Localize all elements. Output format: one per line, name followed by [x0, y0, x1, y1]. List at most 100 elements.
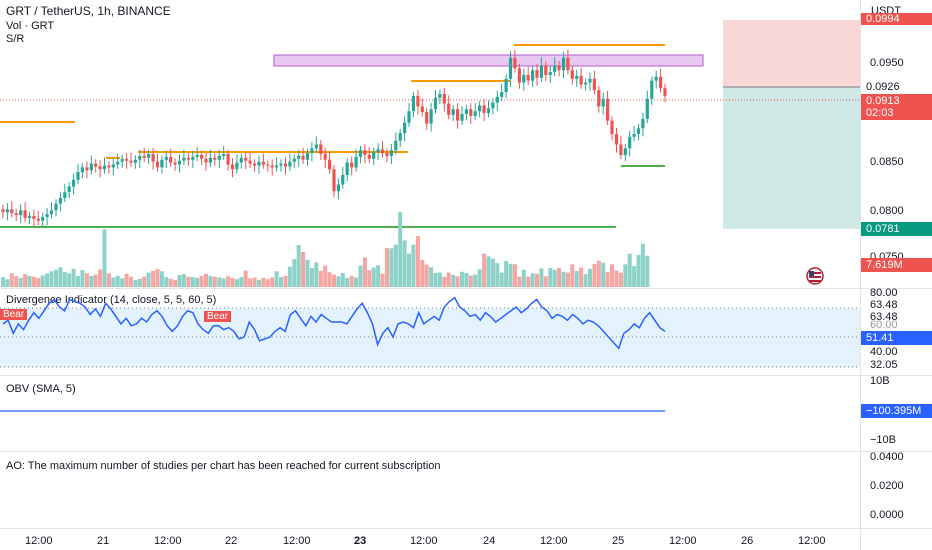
candle[interactable] [526, 66, 530, 85]
candle[interactable] [63, 184, 67, 203]
candle[interactable] [517, 64, 521, 89]
candle[interactable] [98, 160, 102, 178]
candle[interactable] [310, 142, 314, 162]
candle[interactable] [389, 144, 393, 164]
candle[interactable] [279, 159, 283, 172]
candle[interactable] [663, 84, 667, 103]
candle[interactable] [328, 151, 332, 174]
candle[interactable] [266, 160, 270, 172]
candle[interactable] [80, 163, 84, 179]
candle[interactable] [204, 152, 208, 171]
candle[interactable] [606, 90, 610, 125]
candle[interactable] [155, 153, 160, 172]
candle[interactable] [275, 157, 279, 172]
candle[interactable] [200, 150, 204, 165]
candle[interactable] [350, 156, 354, 176]
candle[interactable] [394, 132, 398, 155]
candle[interactable] [407, 103, 411, 127]
candle[interactable] [376, 143, 380, 161]
candle[interactable] [323, 147, 327, 168]
candle[interactable] [385, 148, 389, 163]
candle[interactable] [270, 159, 274, 176]
candle[interactable] [133, 155, 137, 169]
candle[interactable] [129, 152, 133, 167]
candle[interactable] [398, 128, 402, 147]
take-profit-zone[interactable] [723, 87, 860, 229]
candles[interactable] [1, 49, 667, 227]
time-axis[interactable]: 12:00 21 12:00 22 12:00 23 12:00 24 12:0… [0, 528, 860, 550]
candle[interactable] [456, 103, 460, 129]
candle[interactable] [36, 210, 40, 225]
candle[interactable] [522, 68, 526, 91]
candle[interactable] [160, 155, 164, 174]
candle[interactable] [107, 161, 111, 174]
candle[interactable] [138, 149, 142, 168]
candle[interactable] [579, 67, 583, 89]
candle[interactable] [570, 65, 574, 85]
candle[interactable] [177, 154, 182, 173]
candle[interactable] [473, 103, 477, 121]
stop-loss-zone[interactable] [723, 20, 860, 87]
candle[interactable] [513, 49, 517, 73]
candle[interactable] [27, 211, 32, 225]
candle[interactable] [191, 150, 195, 168]
candle[interactable] [557, 61, 561, 77]
candle[interactable] [641, 112, 645, 137]
candle[interactable] [297, 149, 301, 167]
candle[interactable] [94, 159, 98, 173]
candle[interactable] [628, 130, 632, 157]
candle[interactable] [584, 78, 588, 91]
candle[interactable] [588, 72, 592, 91]
candle[interactable] [411, 91, 415, 118]
candle[interactable] [469, 103, 473, 124]
volume-legend[interactable]: Vol · GRT [6, 20, 55, 32]
candle[interactable] [429, 103, 433, 132]
candle[interactable] [636, 124, 641, 141]
candle[interactable] [592, 70, 596, 95]
candle[interactable] [341, 166, 345, 189]
divergence-title[interactable]: Divergence Indicator (14, close, 5, 5, 6… [6, 294, 217, 306]
pane-divider-3[interactable] [0, 451, 932, 452]
candle[interactable] [363, 144, 367, 164]
candle[interactable] [125, 152, 129, 169]
candle[interactable] [23, 202, 27, 223]
candle[interactable] [535, 64, 539, 86]
candle[interactable] [464, 105, 468, 121]
candle[interactable] [447, 95, 451, 120]
candle[interactable] [292, 154, 296, 168]
candle[interactable] [120, 154, 124, 168]
candle[interactable] [222, 145, 226, 161]
candle[interactable] [442, 87, 446, 112]
pane-divider-1[interactable] [0, 288, 932, 289]
resistance-zone[interactable] [273, 54, 704, 67]
candle[interactable] [147, 149, 151, 164]
sr-legend[interactable]: S/R [6, 33, 25, 45]
candle[interactable] [508, 51, 513, 87]
candle[interactable] [173, 158, 177, 171]
candle[interactable] [314, 136, 318, 153]
price-chart[interactable] [0, 0, 860, 287]
candle[interactable] [482, 99, 486, 122]
candle[interactable] [548, 65, 552, 83]
candle[interactable] [257, 155, 261, 174]
candle[interactable] [89, 155, 93, 175]
candle[interactable] [111, 158, 115, 176]
candle[interactable] [72, 173, 76, 195]
candle[interactable] [486, 100, 491, 118]
candle[interactable] [217, 149, 221, 168]
candle[interactable] [248, 152, 252, 168]
candle[interactable] [142, 147, 146, 163]
divergence-pane[interactable] [0, 289, 860, 375]
candle[interactable] [478, 101, 482, 118]
candle[interactable] [235, 154, 239, 174]
candle[interactable] [345, 158, 349, 182]
candle[interactable] [14, 208, 18, 222]
candle[interactable] [5, 203, 9, 221]
candle[interactable] [645, 90, 649, 124]
candle[interactable] [261, 153, 265, 169]
candle[interactable] [420, 98, 424, 117]
candle[interactable] [610, 116, 614, 141]
candle[interactable] [425, 107, 429, 130]
candle[interactable] [213, 153, 217, 166]
candle[interactable] [451, 105, 455, 122]
